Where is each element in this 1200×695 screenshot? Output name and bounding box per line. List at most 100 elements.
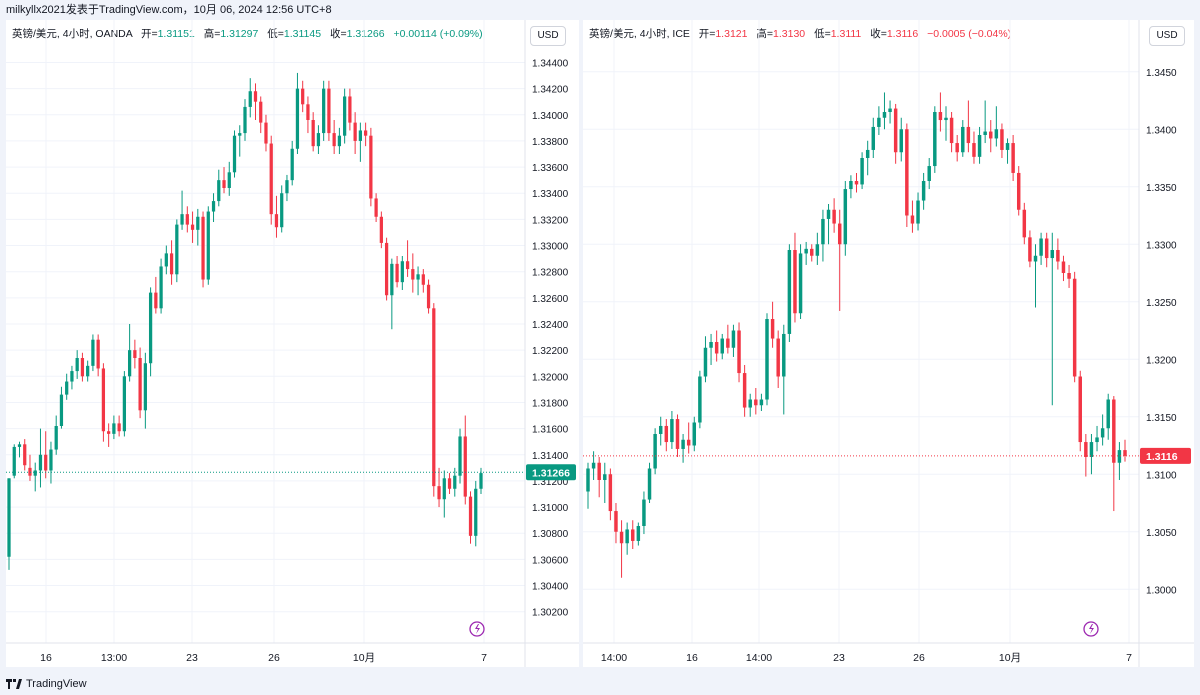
footer-brand: TradingView xyxy=(26,678,87,690)
candle-body xyxy=(1084,442,1088,457)
candle-body xyxy=(765,319,769,400)
chart-panel-ice[interactable]: 英镑/美元, 4小时, ICE 开=1.3121 高=1.3130 低=1.31… xyxy=(583,20,1194,667)
candle xyxy=(1100,414,1105,446)
candle xyxy=(1033,244,1038,308)
candle xyxy=(1084,434,1088,477)
candle-body xyxy=(1072,278,1077,377)
candle xyxy=(888,100,892,124)
open-label: 开= xyxy=(698,28,716,40)
candle xyxy=(893,103,898,164)
candle-body xyxy=(843,189,848,245)
candle-body xyxy=(597,462,601,480)
candle xyxy=(264,114,268,152)
candle-body xyxy=(1044,238,1049,259)
candle xyxy=(28,454,32,481)
lightning-icon[interactable] xyxy=(469,621,485,637)
candle-body xyxy=(1016,172,1021,210)
candle xyxy=(474,480,478,547)
open-value: 1.3121 xyxy=(715,28,748,40)
currency-button[interactable]: USD xyxy=(1149,26,1185,46)
candle xyxy=(180,190,184,230)
candle-body xyxy=(1106,399,1110,429)
candle xyxy=(301,80,305,113)
candle xyxy=(882,92,887,130)
candle-body xyxy=(726,338,730,348)
x-tick-label: 7 xyxy=(1126,652,1132,664)
candle-body xyxy=(1117,450,1122,463)
candle xyxy=(112,415,116,440)
candle-body xyxy=(416,274,420,280)
candle xyxy=(259,96,263,134)
symbol-label: 英镑/美元, 4小时, OANDA xyxy=(12,28,133,40)
candle xyxy=(614,503,618,544)
candle-body xyxy=(332,133,336,147)
candle-body xyxy=(343,96,347,136)
candle-body xyxy=(217,180,221,202)
candle-body xyxy=(720,338,724,354)
candle-body xyxy=(686,439,691,446)
candle xyxy=(787,244,792,342)
candle-body xyxy=(865,149,870,158)
candle xyxy=(290,140,294,186)
y-tick-label: 1.33400 xyxy=(532,189,569,200)
candle-body xyxy=(877,117,881,127)
candle xyxy=(332,120,336,154)
candle xyxy=(285,174,289,202)
candle-body xyxy=(238,133,242,136)
candle-body xyxy=(972,143,976,157)
x-tick-label: 16 xyxy=(686,652,698,664)
candle xyxy=(1000,123,1004,158)
candle-body xyxy=(860,158,864,185)
candle-body xyxy=(169,253,174,275)
candle xyxy=(899,117,903,162)
candle-body xyxy=(698,376,702,423)
candle xyxy=(33,462,37,492)
candle xyxy=(1117,442,1122,480)
candle xyxy=(681,434,685,463)
y-tick-label: 1.30400 xyxy=(532,582,569,593)
candle xyxy=(217,169,221,207)
candle-body xyxy=(127,350,132,377)
candlestick-chart[interactable]: 1.34400 1.34200 1.34000 1.33800 1.33600 1.334… xyxy=(6,20,579,667)
candle-body xyxy=(122,376,127,432)
candle xyxy=(295,72,300,154)
lightning-icon[interactable] xyxy=(1083,621,1099,637)
candle-body xyxy=(832,209,836,224)
candle xyxy=(248,78,252,118)
candle xyxy=(938,92,943,132)
candle-body xyxy=(101,368,106,432)
y-tick-label: 1.34000 xyxy=(532,111,569,122)
currency-button[interactable]: USD xyxy=(530,26,566,46)
candle-body xyxy=(1056,250,1060,262)
candle xyxy=(159,258,163,314)
candle xyxy=(190,211,195,243)
candle xyxy=(653,428,657,475)
candle xyxy=(70,365,74,390)
candle xyxy=(759,393,764,411)
candle-body xyxy=(636,526,641,541)
publish-caption: milkyllx2021发表于TradingView.com，10月 06, 2… xyxy=(6,4,332,16)
chart-panel-oanda[interactable]: 英镑/美元, 4小时, OANDA 开=1.31151 高=1.31297 低=… xyxy=(6,20,579,667)
candle-body xyxy=(1011,143,1015,173)
candle xyxy=(972,131,976,164)
candle xyxy=(782,324,786,415)
candle-body xyxy=(28,467,32,476)
change-value: −0.0005 (−0.04%) xyxy=(927,28,1012,40)
candle xyxy=(1106,393,1110,440)
close-label: 收= xyxy=(329,28,347,40)
candle-body xyxy=(253,91,258,102)
candle-body xyxy=(742,373,747,408)
candle xyxy=(86,360,90,382)
candle xyxy=(238,125,242,157)
candle xyxy=(804,241,808,265)
candle-body xyxy=(793,250,797,314)
candle xyxy=(133,339,137,369)
candle xyxy=(379,211,383,249)
candle xyxy=(1067,264,1071,288)
close-value: 1.31266 xyxy=(346,28,385,40)
candle-body xyxy=(280,193,284,228)
candlestick-chart[interactable]: 1.3450 1.3400 1.3350 1.3300 1.3250 1.3200 1.31… xyxy=(583,20,1194,667)
y-tick-label: 1.30200 xyxy=(532,608,569,619)
candle-body xyxy=(232,135,237,173)
candle xyxy=(426,279,431,314)
